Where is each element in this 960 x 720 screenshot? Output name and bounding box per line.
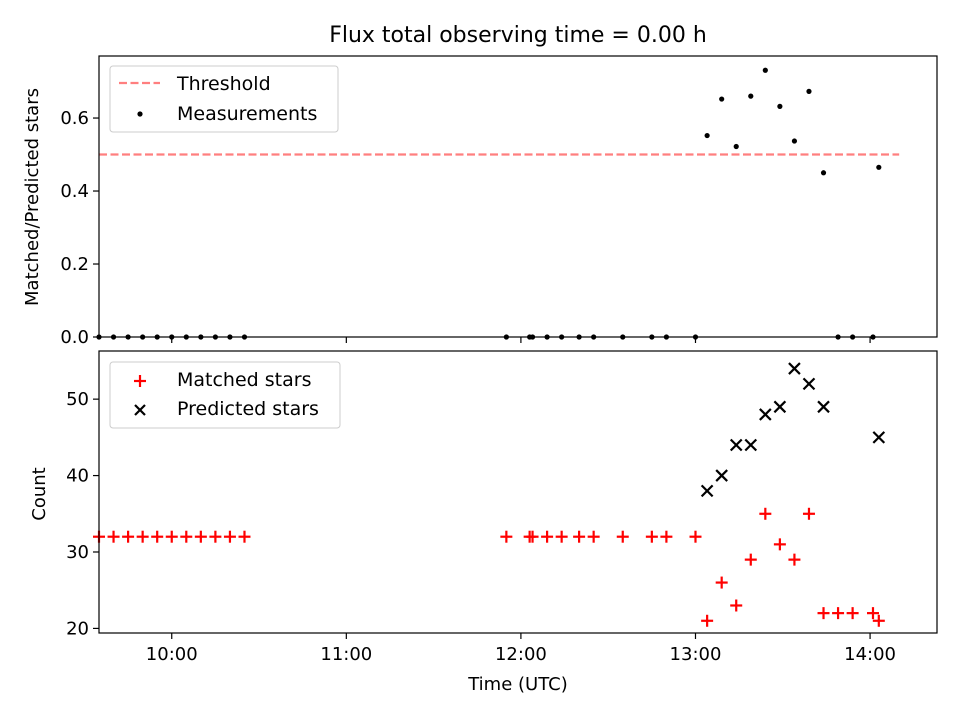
top-marks-layer bbox=[96, 67, 900, 340]
top-ytick-label: 0.2 bbox=[60, 254, 89, 275]
matched-star-marker bbox=[526, 530, 539, 543]
bottom-y-axis-label: Count bbox=[29, 467, 50, 520]
predicted-star-marker bbox=[788, 362, 801, 375]
matched-star-marker bbox=[107, 530, 120, 543]
matched-star-marker bbox=[122, 530, 135, 543]
matched-star-marker bbox=[194, 530, 207, 543]
bottom-xtick-label: 10:00 bbox=[146, 644, 198, 665]
measurement-point bbox=[876, 164, 882, 170]
bottom-legend-box bbox=[109, 361, 341, 429]
legend-predicted-swatch bbox=[134, 404, 146, 416]
bottom-xtick-label: 12:00 bbox=[495, 644, 547, 665]
predicted-star-marker bbox=[729, 438, 743, 452]
matched-star-marker bbox=[744, 553, 757, 566]
top-legend-box bbox=[109, 65, 339, 133]
matched-star-marker bbox=[573, 530, 586, 543]
matched-star-marker bbox=[541, 530, 554, 543]
matched-star-marker bbox=[846, 607, 859, 620]
measurement-point bbox=[820, 170, 827, 176]
measurement-point bbox=[748, 93, 754, 99]
top-ytick-label: 0.4 bbox=[60, 181, 89, 202]
bottom-legend: Matched stars Predicted stars bbox=[109, 361, 341, 429]
measurement-point bbox=[704, 132, 710, 139]
matched-star-marker bbox=[555, 530, 568, 543]
top-ytick-label: 0.0 bbox=[60, 327, 89, 348]
legend-measurements-label: Measurements bbox=[177, 103, 317, 125]
legend-predicted-label: Predicted stars bbox=[177, 398, 319, 420]
top-y-axis-label: Matched/Predicted stars bbox=[22, 88, 43, 306]
top-plot-frame bbox=[98, 55, 938, 338]
bottom-ytick-label: 40 bbox=[66, 466, 89, 487]
matched-star-marker bbox=[866, 607, 879, 620]
matched-star-marker bbox=[136, 530, 149, 543]
matched-star-marker bbox=[689, 530, 702, 543]
legend-matched-swatch bbox=[134, 375, 146, 387]
matched-star-marker bbox=[802, 507, 815, 520]
bottom-axes-layer: 20 30 40 50 10:00 11:00 12:00 13:00 14:00 bbox=[66, 389, 896, 665]
predicted-star-marker bbox=[802, 377, 816, 391]
predicted-star-marker bbox=[744, 438, 758, 452]
top-legend: Threshold Measurements bbox=[109, 65, 339, 133]
predicted-star-marker bbox=[817, 400, 830, 414]
bottom-ytick-label: 30 bbox=[66, 542, 89, 563]
matched-star-marker bbox=[701, 614, 714, 627]
matched-star-marker bbox=[587, 530, 600, 543]
measurement-point bbox=[733, 143, 739, 150]
bottom-ytick-label: 20 bbox=[66, 618, 89, 639]
matched-star-marker bbox=[715, 576, 728, 589]
bottom-plot-frame bbox=[98, 350, 938, 634]
legend-measurements-swatch bbox=[137, 111, 143, 117]
bottom-xtick-label: 14:00 bbox=[844, 644, 896, 665]
top-axes-layer: 0.0 0.2 0.4 0.6 bbox=[60, 108, 871, 348]
top-ytick-label: 0.6 bbox=[60, 108, 89, 129]
bottom-xtick-label: 13:00 bbox=[670, 644, 722, 665]
matched-star-marker bbox=[223, 530, 236, 543]
matched-star-marker bbox=[616, 530, 629, 543]
x-axis-label: Time (UTC) bbox=[467, 674, 568, 695]
measurement-point bbox=[791, 138, 798, 144]
bottom-xtick-label: 11:00 bbox=[320, 644, 372, 665]
legend-matched-label: Matched stars bbox=[177, 369, 311, 391]
matched-star-marker bbox=[773, 538, 786, 551]
matched-star-marker bbox=[500, 530, 513, 543]
bottom-marks-layer bbox=[93, 362, 886, 627]
predicted-star-marker bbox=[700, 484, 714, 498]
matched-star-marker bbox=[872, 614, 885, 627]
measurement-point bbox=[806, 88, 812, 94]
predicted-star-marker bbox=[773, 400, 787, 414]
matched-star-marker bbox=[660, 530, 673, 543]
measurement-point bbox=[762, 67, 768, 73]
measurement-point bbox=[777, 103, 783, 109]
matched-star-marker bbox=[238, 530, 251, 543]
matched-star-marker bbox=[165, 530, 178, 543]
matched-star-marker bbox=[209, 530, 222, 543]
predicted-star-marker bbox=[872, 431, 886, 444]
top-panel: 0.0 0.2 0.4 0.6 Matched/Predicted stars Thr… bbox=[22, 55, 938, 348]
matched-star-marker bbox=[817, 607, 830, 620]
matched-star-marker bbox=[730, 599, 743, 612]
bottom-ytick-label: 50 bbox=[66, 389, 89, 410]
predicted-star-marker bbox=[715, 469, 728, 482]
chart-title: Flux total observing time = 0.00 h bbox=[329, 23, 707, 48]
matched-star-marker bbox=[151, 530, 164, 543]
matched-star-marker bbox=[759, 507, 772, 520]
predicted-star-marker bbox=[759, 408, 772, 421]
measurement-point bbox=[719, 96, 725, 102]
matched-star-marker bbox=[645, 530, 658, 543]
legend-threshold-label: Threshold bbox=[176, 73, 271, 95]
matched-star-marker bbox=[788, 553, 801, 566]
matched-star-marker bbox=[832, 607, 845, 620]
matched-star-marker bbox=[180, 530, 193, 543]
